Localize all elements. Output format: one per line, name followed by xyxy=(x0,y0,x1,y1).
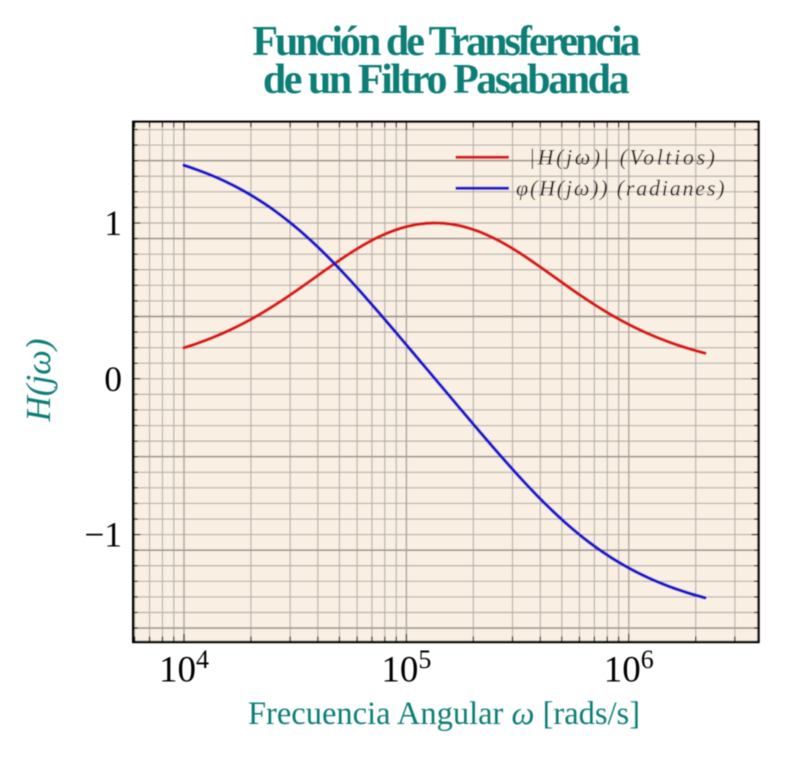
svg-text:−1: −1 xyxy=(84,515,122,555)
svg-text:0: 0 xyxy=(104,359,122,399)
svg-text:106: 106 xyxy=(604,645,654,691)
svg-text:de un Filtro Pasabanda: de un Filtro Pasabanda xyxy=(263,57,630,103)
svg-text:Función de Transferencia: Función de Transferencia xyxy=(252,19,640,65)
svg-text:Frecuencia Angular ω [rads/s]: Frecuencia Angular ω [rads/s] xyxy=(248,696,640,732)
svg-text:H(jω): H(jω) xyxy=(19,338,58,422)
svg-text:1: 1 xyxy=(104,203,122,243)
svg-text:φ(H(jω)) (radianes): φ(H(jω)) (radianes) xyxy=(516,176,726,201)
svg-text:|H(jω)| (Voltios): |H(jω)| (Voltios) xyxy=(529,145,718,170)
